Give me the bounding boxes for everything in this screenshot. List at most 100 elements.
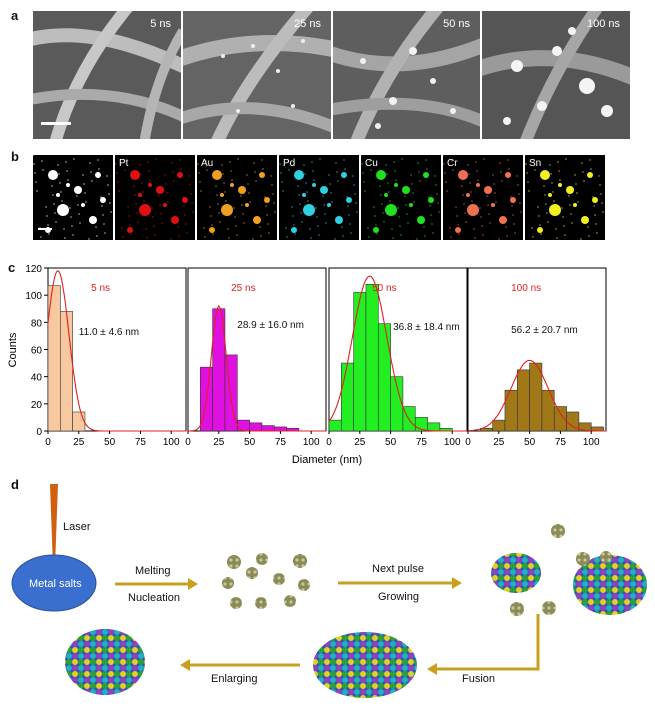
histogram-bar bbox=[72, 411, 86, 432]
x-tick-label: 75 bbox=[275, 437, 287, 448]
metal-salts-drop bbox=[11, 554, 97, 612]
metal-salts-label: Metal salts bbox=[29, 578, 82, 590]
arrow-fusion bbox=[427, 614, 540, 675]
x-tick-label: 100 bbox=[163, 437, 180, 448]
histogram-bar bbox=[60, 311, 73, 432]
element-map-label: Cr bbox=[447, 158, 458, 169]
histogram-bar bbox=[504, 389, 518, 432]
next-pulse-label: Next pulse bbox=[372, 563, 424, 575]
histogram-bar bbox=[353, 292, 367, 432]
x-tick-label: 75 bbox=[555, 437, 567, 448]
y-tick-label: 80 bbox=[31, 318, 43, 329]
element-map-label: Pd bbox=[283, 158, 296, 169]
x-tick-label: 25 bbox=[493, 437, 505, 448]
sem-texture bbox=[183, 11, 331, 139]
gaussian-fit-line bbox=[468, 359, 606, 432]
x-tick-label: 0 bbox=[326, 437, 332, 448]
histogram-chart: Counts Diameter (nm) 0 20 40 60 80 100 120 0 25 5… bbox=[7, 264, 607, 466]
element-map: Pd bbox=[279, 155, 359, 240]
histogram-bar bbox=[492, 419, 506, 432]
gaussian-fit-line bbox=[47, 269, 186, 432]
element-map: Sn bbox=[525, 155, 605, 240]
sem-image-50ns: 50 ns bbox=[333, 11, 480, 139]
histogram-bar bbox=[328, 419, 342, 432]
chart-body: 0 20 40 60 80 100 120 0 25 50 75 100 5 ns 11.0 ± 4.6 … bbox=[25, 264, 607, 448]
series-name-label: 25 ns bbox=[231, 283, 255, 294]
gaussian-fit-line bbox=[188, 305, 326, 432]
y-tick-label: 100 bbox=[25, 291, 42, 302]
histogram-bar bbox=[249, 422, 263, 432]
element-map: Pt bbox=[115, 155, 195, 240]
map-texture bbox=[279, 155, 358, 240]
nuclei-cluster bbox=[222, 553, 310, 609]
histogram-bar bbox=[273, 426, 287, 432]
x-tick-label: 25 bbox=[354, 437, 366, 448]
histogram-bar bbox=[365, 283, 379, 432]
x-tick-label: 75 bbox=[135, 437, 147, 448]
y-tick-label: 20 bbox=[31, 400, 43, 411]
map-texture bbox=[525, 155, 604, 240]
sem-time-label: 100 ns bbox=[586, 18, 620, 30]
y-tick-label: 0 bbox=[36, 427, 42, 438]
histogram-bar bbox=[390, 376, 404, 432]
x-tick-label: 100 bbox=[303, 437, 320, 448]
sem-texture bbox=[333, 11, 480, 139]
x-tick-label: 75 bbox=[416, 437, 428, 448]
x-axis-label: Diameter (nm) bbox=[292, 454, 362, 466]
laser-label: Laser bbox=[63, 521, 91, 533]
map-texture bbox=[443, 155, 522, 240]
arrow-next-pulse bbox=[338, 577, 462, 589]
x-tick-label: 50 bbox=[104, 437, 116, 448]
panel-letter-a: a bbox=[11, 8, 19, 23]
x-tick-label: 0 bbox=[185, 437, 191, 448]
x-tick-label: 100 bbox=[444, 437, 461, 448]
series-name-label: 50 ns bbox=[372, 283, 396, 294]
panel-letter-d: d bbox=[11, 477, 19, 492]
scale-bar bbox=[38, 228, 52, 230]
gaussian-fit-line bbox=[328, 275, 467, 432]
nucleation-label: Nucleation bbox=[128, 592, 180, 604]
element-map: Au bbox=[197, 155, 277, 240]
histogram-bar bbox=[427, 422, 441, 432]
map-texture bbox=[115, 155, 194, 240]
y-tick-label: 40 bbox=[31, 373, 43, 384]
sem-image-25ns: 25 ns bbox=[183, 11, 331, 139]
x-tick-label: 100 bbox=[583, 437, 600, 448]
x-tick-label: 50 bbox=[244, 437, 256, 448]
sem-time-label: 50 ns bbox=[443, 18, 470, 30]
arrow-melting bbox=[115, 578, 198, 590]
arrow-enlarging bbox=[180, 659, 300, 671]
laser-beam bbox=[50, 484, 58, 567]
grown-particles bbox=[491, 524, 647, 616]
element-map bbox=[33, 155, 113, 240]
panel-letter-c: c bbox=[8, 260, 16, 275]
histogram-bar bbox=[377, 323, 391, 432]
sem-time-label: 25 ns bbox=[294, 18, 321, 30]
schematic bbox=[11, 484, 647, 698]
growing-label: Growing bbox=[378, 591, 419, 603]
element-map-label: Cu bbox=[365, 158, 378, 169]
map-texture bbox=[197, 155, 276, 240]
map-texture bbox=[361, 155, 440, 240]
series-stats-label: 56.2 ± 20.7 nm bbox=[511, 325, 578, 336]
sem-image-100ns: 100 ns bbox=[482, 11, 630, 139]
element-map-label: Pt bbox=[119, 158, 129, 169]
series-name-label: 100 ns bbox=[511, 283, 541, 294]
sem-image-5ns: 5 ns bbox=[33, 11, 181, 139]
series-stats-label: 36.8 ± 18.4 nm bbox=[393, 322, 460, 333]
x-tick-label: 50 bbox=[524, 437, 536, 448]
histogram-bar bbox=[341, 362, 354, 432]
enlarged-particle bbox=[65, 629, 145, 695]
y-axis-label: Counts bbox=[7, 332, 19, 367]
x-tick-label: 0 bbox=[45, 437, 51, 448]
melting-label: Melting bbox=[135, 565, 171, 577]
enlarging-label: Enlarging bbox=[211, 673, 258, 685]
sem-time-label: 5 ns bbox=[150, 18, 171, 30]
x-tick-label: 25 bbox=[73, 437, 85, 448]
panel-letter-b: b bbox=[11, 149, 19, 164]
element-map: Cu bbox=[361, 155, 441, 240]
y-tick-label: 120 bbox=[25, 264, 42, 275]
histogram-bar bbox=[516, 369, 530, 432]
histogram-bar bbox=[541, 389, 555, 432]
series-stats-label: 28.9 ± 16.0 nm bbox=[237, 320, 304, 331]
